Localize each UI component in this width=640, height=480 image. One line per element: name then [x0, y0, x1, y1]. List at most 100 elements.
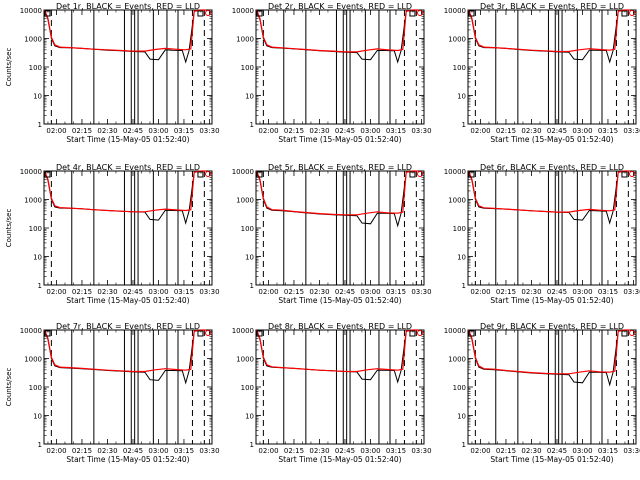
- x-tick-label: 03:00: [360, 288, 380, 296]
- x-tick-label: 03:15: [174, 447, 194, 455]
- plot-frame: [467, 329, 637, 445]
- x-tick-label: 02:45: [547, 127, 567, 135]
- x-tick-label: 03:15: [598, 288, 618, 296]
- y-tick-label: 100: [453, 64, 466, 72]
- y-tick-label: 10: [245, 254, 254, 262]
- x-tick-label: 02:30: [521, 447, 541, 455]
- events-marker: [409, 171, 416, 178]
- events-marker: [256, 10, 263, 17]
- lld-marker: [205, 171, 211, 177]
- y-tick-label: 1000: [24, 36, 42, 44]
- plot-frame: [43, 329, 213, 445]
- chart-panel-7: Det 7r, BLACK = Events, RED = LLD 1 10 100 1…: [5, 322, 220, 464]
- chart-panel-9: Det 9r, BLACK = Events, RED = LLD 1 10 100 1…: [444, 322, 640, 464]
- x-tick-label: 02:45: [123, 127, 143, 135]
- y-tick-label: 10: [457, 93, 466, 101]
- plot-frame: [255, 9, 425, 125]
- y-axis-label: Counts/sec: [5, 368, 13, 407]
- events-marker: [44, 10, 51, 17]
- x-tick-label: 03:30: [199, 447, 219, 455]
- x-tick-label: 02:45: [123, 447, 143, 455]
- x-tick-label: 02:15: [496, 127, 516, 135]
- series-events-line: [468, 329, 631, 387]
- lld-marker: [417, 171, 423, 177]
- y-tick-label: 1: [38, 121, 42, 129]
- x-tick-label: 02:30: [521, 127, 541, 135]
- events-marker: [621, 10, 628, 17]
- x-tick-label: 03:30: [199, 288, 219, 296]
- series-events-line: [256, 170, 419, 228]
- series-events-line: [44, 329, 207, 385]
- events-marker: [409, 330, 416, 337]
- y-tick-label: 10: [33, 254, 42, 262]
- x-tick-label: 02:00: [470, 127, 490, 135]
- events-marker: [197, 10, 204, 17]
- chart-title: Det 9r, BLACK = Events, RED = LLD: [480, 322, 624, 331]
- y-axis-label: Counts/sec: [5, 209, 13, 248]
- chart-title: Det 7r, BLACK = Events, RED = LLD: [56, 322, 200, 331]
- chart-title: Det 4r, BLACK = Events, RED = LLD: [56, 163, 200, 172]
- series-events-line: [256, 9, 419, 64]
- chart-title: Det 5r, BLACK = Events, RED = LLD: [268, 163, 412, 172]
- x-tick-label: 02:30: [97, 288, 117, 296]
- x-tick-label: 02:00: [470, 288, 490, 296]
- chart-panel-1: Det 1r, BLACK = Events, RED = LLD 1 10 100 1…: [5, 2, 220, 144]
- x-tick-label: 03:30: [411, 288, 431, 296]
- x-tick-label: 02:45: [123, 288, 143, 296]
- series-lld-line: [256, 9, 419, 53]
- y-tick-label: 10: [457, 254, 466, 262]
- y-axis-label: Counts/sec: [5, 48, 13, 87]
- x-tick-label: 02:15: [284, 288, 304, 296]
- x-axis-label: Start Time (15-May-05 01:52:40): [66, 135, 189, 144]
- x-tick-label: 02:15: [496, 288, 516, 296]
- lld-marker: [629, 330, 635, 336]
- events-marker: [468, 330, 475, 337]
- events-marker: [256, 330, 263, 337]
- y-tick-label: 10000: [444, 327, 466, 335]
- series-events-line: [44, 170, 207, 225]
- series-events-line: [44, 9, 207, 64]
- y-tick-label: 10000: [232, 168, 254, 176]
- events-marker: [256, 171, 263, 178]
- y-tick-label: 10000: [444, 168, 466, 176]
- x-tick-label: 03:00: [148, 447, 168, 455]
- y-tick-label: 1000: [448, 36, 466, 44]
- y-tick-label: 10: [245, 413, 254, 421]
- x-tick-label: 03:00: [572, 127, 592, 135]
- y-tick-label: 1000: [448, 356, 466, 364]
- events-marker: [468, 171, 475, 178]
- y-tick-label: 1: [462, 282, 466, 290]
- x-tick-label: 02:15: [72, 288, 92, 296]
- y-tick-label: 100: [241, 64, 254, 72]
- lld-marker: [417, 10, 423, 16]
- x-tick-label: 02:30: [309, 127, 329, 135]
- plot-frame: [467, 9, 637, 125]
- x-tick-label: 02:15: [72, 127, 92, 135]
- x-axis-label: Start Time (15-May-05 01:52:40): [278, 296, 401, 305]
- y-tick-label: 10000: [20, 327, 42, 335]
- chart-title: Det 1r, BLACK = Events, RED = LLD: [56, 2, 200, 11]
- x-tick-label: 03:00: [572, 288, 592, 296]
- x-tick-label: 02:45: [335, 127, 355, 135]
- x-tick-label: 03:30: [623, 447, 640, 455]
- x-tick-label: 02:00: [258, 127, 278, 135]
- y-tick-label: 10: [457, 413, 466, 421]
- x-tick-label: 03:15: [598, 127, 618, 135]
- series-lld-line: [468, 170, 631, 213]
- x-tick-label: 03:30: [623, 288, 640, 296]
- y-tick-label: 1: [38, 441, 42, 449]
- x-axis-label: Start Time (15-May-05 01:52:40): [278, 455, 401, 464]
- series-events-line: [256, 329, 419, 384]
- y-tick-label: 1: [462, 441, 466, 449]
- series-lld-line: [256, 329, 419, 373]
- y-tick-label: 1: [250, 441, 254, 449]
- x-tick-label: 02:00: [46, 447, 66, 455]
- series-events-line: [468, 170, 631, 225]
- x-axis-label: Start Time (15-May-05 01:52:40): [278, 135, 401, 144]
- x-tick-label: 03:15: [174, 288, 194, 296]
- lld-marker: [629, 171, 635, 177]
- series-lld-line: [44, 9, 207, 52]
- x-tick-label: 03:30: [199, 127, 219, 135]
- chart-title: Det 6r, BLACK = Events, RED = LLD: [480, 163, 624, 172]
